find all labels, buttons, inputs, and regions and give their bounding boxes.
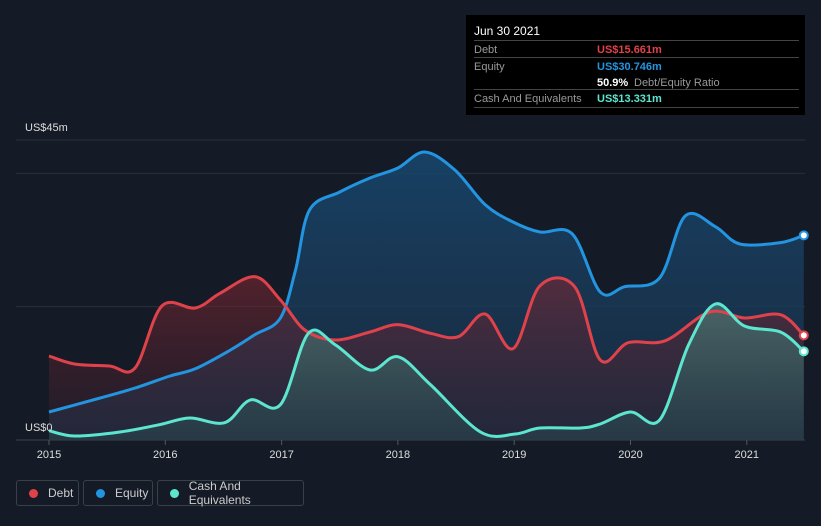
legend-cash[interactable]: Cash And Equivalents [157,479,304,507]
tooltip-equity-value: US$30.746m [597,61,662,73]
tooltip-debt-value: US$15.661m [597,44,662,56]
legend-cash-label: Cash And Equivalents [188,479,251,507]
x-tick-label: 2019 [502,449,526,461]
tooltip-ratio-value: 50.9% [597,77,629,89]
debt-line [48,275,805,374]
cash-dot-icon [170,488,179,498]
cash-and-equivalents-end-point [798,346,809,357]
legend-equity[interactable]: Equity [83,480,153,506]
legend-equity-label: Equity [115,486,149,500]
x-tick-label: 2017 [269,449,293,461]
tooltip-equity-label: Equity [474,61,505,73]
legend-debt-label: Debt [48,486,74,500]
x-tick-label: 2015 [37,449,61,461]
y-tick-zero: US$0 [25,422,53,434]
tooltip: Jun 30 2021 Debt US$15.661m Equity US$30.7… [466,15,805,115]
tooltip-cash-label: Cash And Equivalents [474,93,582,105]
equity-dot-icon [96,488,105,498]
tooltip-cash-value: US$13.331m [597,93,662,105]
x-tick-label: 2021 [735,449,759,461]
tooltip-ratio-label: Debt/Equity Ratio [634,77,720,89]
cash-and-equivalents-line [48,302,805,438]
legend-debt[interactable]: Debt [16,480,79,506]
debt-end-point [798,330,809,341]
cash-and-equivalents-area [49,303,804,440]
x-tick-label: 2016 [153,449,177,461]
equity-end-point [798,230,809,241]
x-tick-label: 2018 [386,449,410,461]
debt-dot-icon [29,488,38,498]
x-tick-label: 2020 [618,449,642,461]
tooltip-date: Jun 30 2021 [474,24,541,38]
debt-area [49,276,804,440]
equity-line [48,150,805,414]
tooltip-debt-label: Debt [474,44,498,56]
y-tick-max: US$45m [25,122,68,134]
